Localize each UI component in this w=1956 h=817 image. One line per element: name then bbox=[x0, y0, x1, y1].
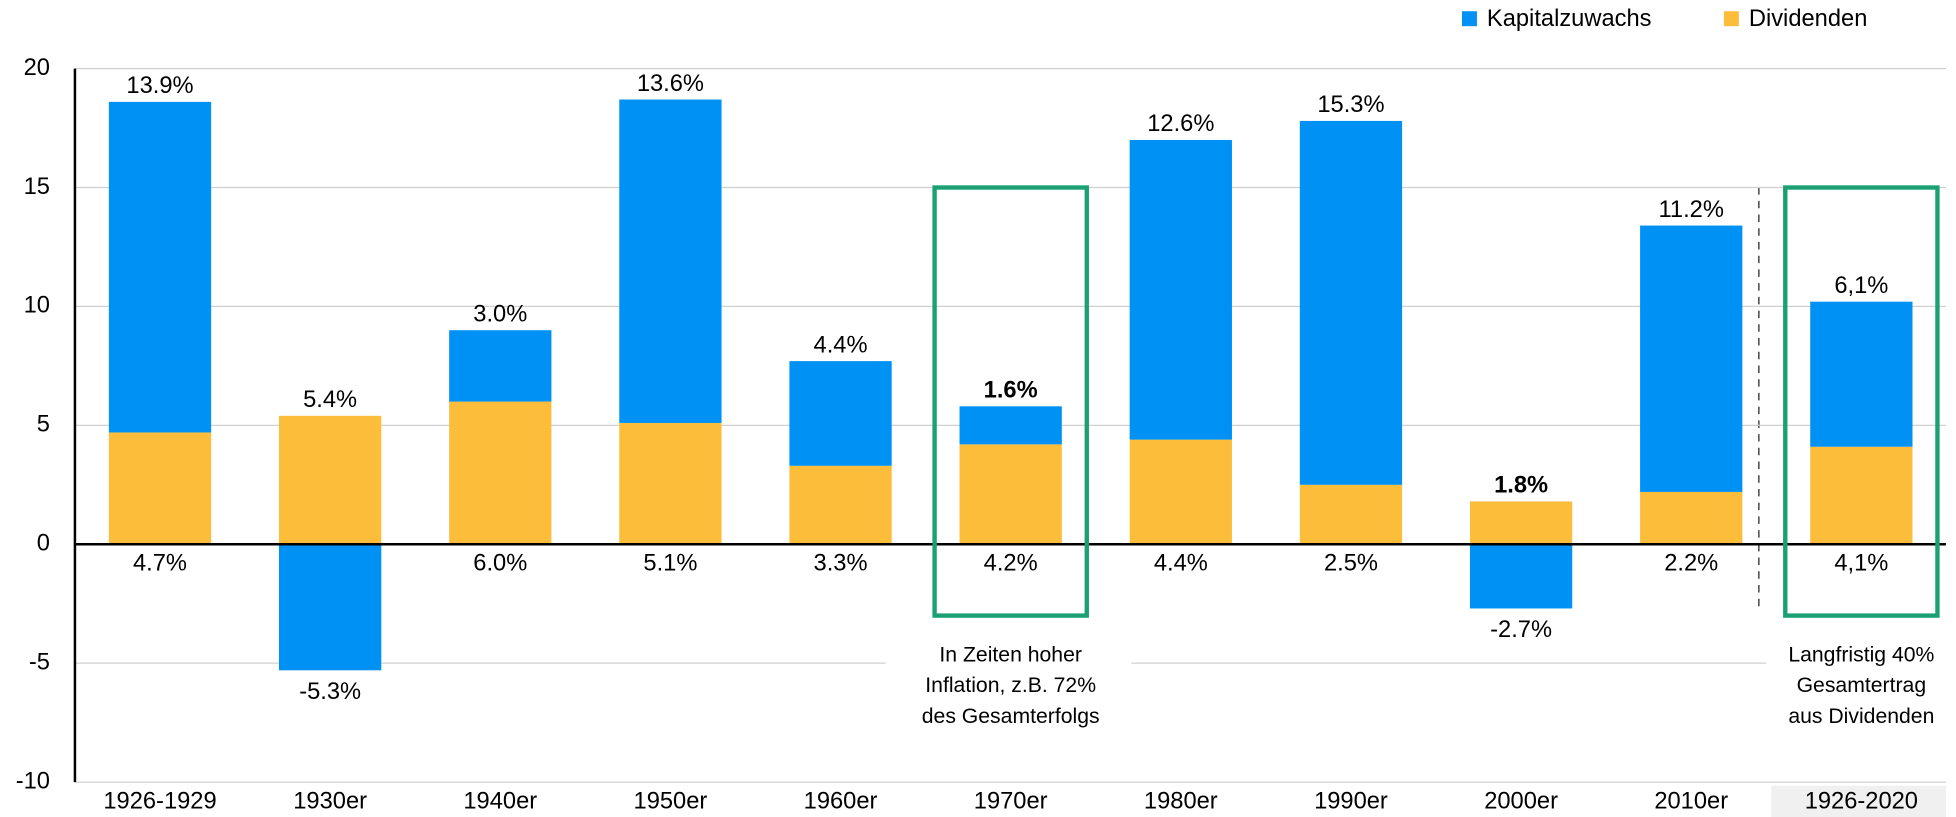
value-label: 11.2% bbox=[1659, 197, 1724, 223]
bar-segment bbox=[1640, 225, 1743, 492]
value-label: 13.6% bbox=[637, 71, 704, 97]
value-label: 12.6% bbox=[1147, 111, 1214, 137]
value-label: -5.3% bbox=[299, 679, 361, 705]
value-label: 1.6% bbox=[984, 378, 1038, 404]
bar-segment bbox=[108, 432, 212, 545]
x-tick-label: 1950er bbox=[634, 788, 708, 814]
annotation: In Zeiten hoher bbox=[939, 644, 1082, 667]
x-tick-label: 1980er bbox=[1144, 788, 1218, 814]
x-tick-label: 1940er bbox=[463, 788, 537, 814]
y-tick-label: -5 bbox=[29, 649, 50, 675]
annotation-bg bbox=[1766, 648, 1946, 674]
x-tick-label: 1960er bbox=[804, 788, 878, 814]
bar-segment bbox=[449, 401, 552, 545]
bar-segment bbox=[789, 465, 892, 545]
x-tick-label: 1926-1929 bbox=[103, 788, 216, 814]
value-label: 2.2% bbox=[1664, 550, 1718, 576]
value-label: 4.7% bbox=[133, 550, 187, 576]
bar-segment bbox=[1299, 484, 1403, 545]
x-tick-label: 2000er bbox=[1484, 788, 1558, 814]
annotation: Inflation, z.B. 72% bbox=[925, 674, 1096, 697]
value-label: 5.4% bbox=[303, 387, 357, 413]
value-label: 6.0% bbox=[473, 550, 527, 576]
bar-segment bbox=[278, 544, 382, 671]
x-tick-label: 1926-2020 bbox=[1805, 788, 1918, 814]
y-tick-label: 0 bbox=[37, 531, 50, 557]
value-label: 3.0% bbox=[473, 302, 527, 328]
x-tick-label: 2010er bbox=[1654, 788, 1728, 814]
value-label: 4.4% bbox=[1154, 550, 1208, 576]
y-tick-label: 15 bbox=[24, 174, 50, 200]
x-tick-label: 1970er bbox=[974, 788, 1048, 814]
bar-segment bbox=[1129, 139, 1232, 440]
bar-segment bbox=[1469, 501, 1573, 545]
legend-label: Dividenden bbox=[1749, 6, 1868, 32]
value-label: 3.3% bbox=[814, 550, 868, 576]
value-label: 2.5% bbox=[1324, 550, 1378, 576]
y-tick-label: -10 bbox=[16, 768, 50, 794]
bar-segment bbox=[108, 101, 212, 433]
bar-segment bbox=[1810, 301, 1913, 447]
value-label: -2.7% bbox=[1490, 617, 1552, 643]
bar-segment bbox=[1640, 491, 1743, 545]
y-tick-label: 5 bbox=[37, 412, 50, 438]
value-label: 4,1% bbox=[1834, 550, 1888, 576]
annotation: Langfristig 40% bbox=[1788, 644, 1934, 667]
bar-segment bbox=[619, 99, 722, 423]
highlight-bg bbox=[1771, 785, 1946, 817]
value-label: 4.4% bbox=[814, 332, 868, 358]
x-tick-label: 1930er bbox=[293, 788, 367, 814]
bar-segment bbox=[1129, 439, 1232, 545]
value-label: 15.3% bbox=[1317, 92, 1384, 118]
y-tick-label: 10 bbox=[24, 293, 50, 319]
annotation: des Gesamterfolgs bbox=[922, 705, 1100, 728]
bar-segment bbox=[789, 361, 892, 466]
y-tick-label: 20 bbox=[24, 55, 50, 81]
bar-segment bbox=[449, 330, 552, 402]
annotation: aus Dividenden bbox=[1788, 705, 1934, 728]
bar-segment bbox=[1810, 446, 1913, 545]
value-label: 13.9% bbox=[126, 73, 193, 99]
highlight-box bbox=[932, 185, 1089, 618]
value-label: 5.1% bbox=[643, 550, 697, 576]
legend-swatch bbox=[1723, 11, 1739, 27]
bar-segment bbox=[1469, 544, 1573, 609]
value-label: 4.2% bbox=[984, 550, 1038, 576]
bar-segment bbox=[619, 422, 722, 545]
annotation-bg bbox=[885, 648, 1132, 674]
bar-segment bbox=[1299, 120, 1403, 485]
legend-label: Kapitalzuwachs bbox=[1487, 6, 1652, 32]
value-label: 1.8% bbox=[1494, 473, 1548, 499]
bar-segment bbox=[959, 444, 1062, 545]
highlight-box bbox=[1783, 185, 1940, 618]
annotation: Gesamtertrag bbox=[1797, 674, 1927, 697]
bar-segment bbox=[278, 415, 382, 545]
legend-swatch bbox=[1461, 11, 1477, 27]
x-tick-label: 1990er bbox=[1314, 788, 1388, 814]
value-label: 6,1% bbox=[1834, 273, 1888, 299]
bar-segment bbox=[959, 406, 1062, 445]
